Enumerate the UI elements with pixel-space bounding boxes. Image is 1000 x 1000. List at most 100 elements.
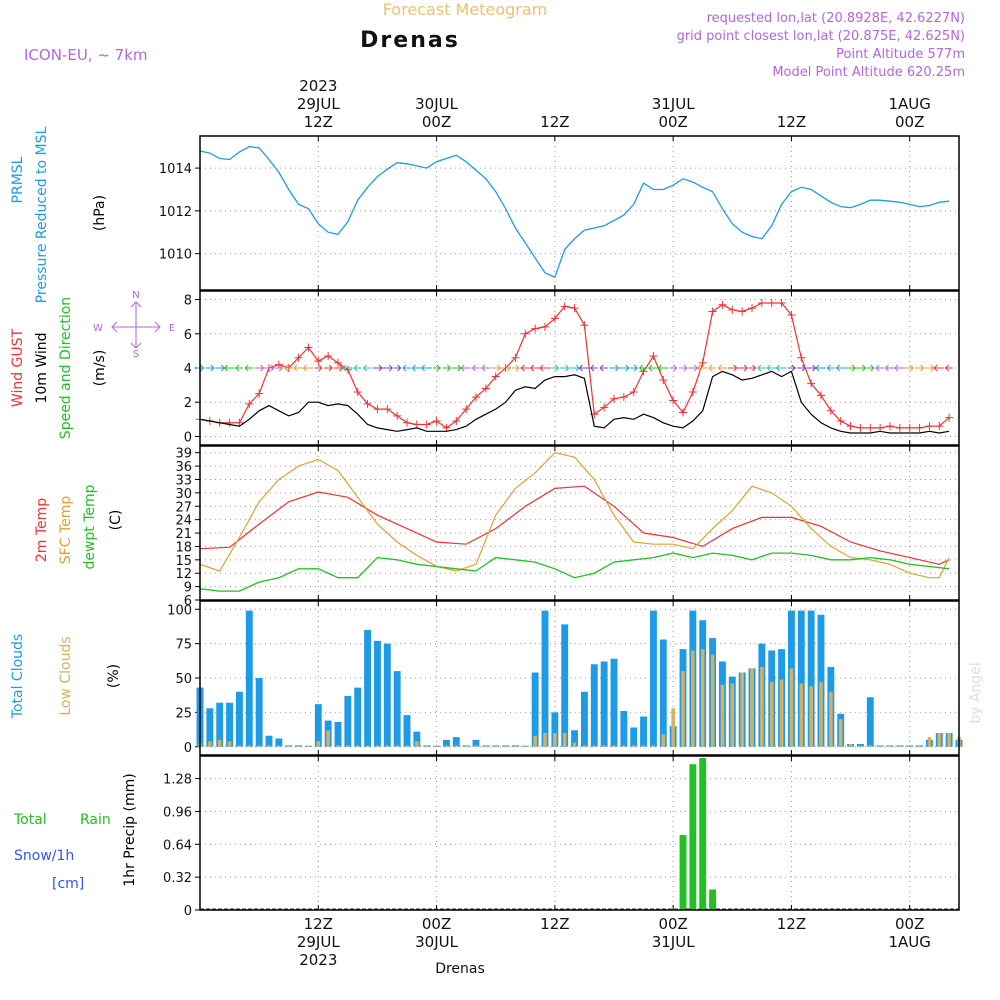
total-cloud-bar [373, 640, 381, 747]
gust-marker [807, 379, 816, 388]
wind-direction-arrow [421, 364, 432, 372]
bottom-axis-date: 31JUL [652, 933, 695, 951]
low-cloud-bar [789, 668, 794, 747]
gust-marker [383, 405, 392, 414]
top-axis-year: 2023 [299, 77, 337, 95]
y-tick-label: 0 [184, 904, 192, 919]
wind-direction-arrow [244, 364, 254, 372]
y-tick-label: 24 [175, 514, 192, 529]
low-cloud-bar [562, 733, 567, 747]
low-cloud-bar [809, 686, 813, 747]
top-axis-hour: 00Z [422, 113, 451, 131]
cloud-label-b: Low Clouds [58, 636, 74, 715]
low-cloud-bar [513, 745, 518, 747]
low-cloud-bar [838, 719, 843, 747]
y-tick-label: 21 [175, 527, 192, 542]
wind-direction-arrow [254, 364, 265, 372]
cloud-label-a: Total Clouds [10, 634, 26, 719]
low-cloud-bar [937, 733, 942, 747]
low-cloud-bar [523, 745, 528, 747]
temp-label-a: 2m Temp [34, 498, 50, 562]
y-tick-label: 0.96 [163, 805, 192, 820]
gust-marker [225, 418, 234, 427]
wind-direction-arrow [766, 364, 777, 372]
low-cloud-bar [898, 745, 902, 747]
y-tick-label: 6 [184, 328, 192, 343]
compass-w-label: W [93, 323, 103, 334]
header-model-alt: Model Point Altitude 620.25m [772, 65, 965, 80]
low-cloud-bar [878, 745, 882, 747]
low-cloud-bar [247, 745, 252, 747]
wind-direction-arrow [944, 364, 953, 372]
total-cloud-bar [590, 664, 598, 747]
wind-direction-arrow [599, 364, 609, 372]
total-cloud-bar [620, 711, 628, 747]
wind-direction-arrow [275, 364, 284, 372]
wind-direction-arrow [471, 364, 480, 372]
total-cloud-bar [561, 624, 569, 747]
compass-e-label: E [169, 323, 175, 334]
wind-direction-arrow [884, 364, 895, 372]
wind-direction-arrow [657, 364, 669, 372]
total-cloud-bar [659, 639, 667, 747]
gust-marker [274, 360, 283, 369]
series-line-2m-temp [199, 485, 950, 565]
total-cloud-bar [403, 715, 411, 747]
low-cloud-bar [484, 745, 488, 747]
low-cloud-bar [760, 667, 764, 747]
gust-marker [718, 300, 727, 309]
wind-labels: Wind GUST 10m Wind Speed and Direction (… [10, 290, 175, 439]
total-cloud-bar [216, 702, 224, 747]
y-tick-label: 1014 [159, 162, 192, 177]
wind-direction-arrow [481, 364, 490, 372]
header-model: ICON-EU, ~ 7km [24, 46, 148, 64]
top-axis-date: 31JUL [652, 95, 695, 113]
total-cloud-bar [797, 610, 805, 747]
wind-direction-arrow [708, 364, 717, 372]
bottom-axis-date: 29JUL [297, 933, 340, 951]
wind-direction-arrow [433, 364, 441, 372]
gust-marker [757, 298, 766, 307]
total-cloud-bar [255, 678, 263, 747]
gust-marker [452, 417, 461, 426]
total-cloud-bar [393, 671, 401, 747]
gust-marker [787, 310, 796, 319]
low-cloud-bar [641, 745, 646, 747]
total-cloud-bar [275, 738, 283, 747]
wind-direction-arrow [570, 364, 580, 372]
gust-marker [462, 405, 471, 414]
wind-direction-arrow [411, 364, 422, 372]
wind-direction-arrow [815, 364, 826, 372]
gust-marker [521, 329, 530, 338]
wind-direction-arrow [402, 364, 411, 372]
low-cloud-bar [493, 745, 498, 747]
pressure-labels: PRMSL Pressure Reduced to MSL (hPa) [10, 126, 108, 303]
total-cloud-bar [314, 704, 322, 747]
low-cloud-bar [602, 745, 606, 747]
total-cloud-bar [364, 629, 372, 747]
series-line-prmsl [199, 146, 950, 279]
gust-marker [580, 321, 589, 330]
gust-marker [235, 418, 244, 427]
cloud-unit: (%) [106, 664, 122, 688]
total-cloud-bar [354, 687, 362, 747]
wind-direction-arrow [618, 364, 630, 372]
total-cloud-bar [206, 708, 214, 747]
total-cloud-bar [541, 610, 549, 747]
y-tick-label: 36 [175, 460, 192, 475]
y-tick-label: 25 [175, 706, 192, 721]
wind-direction-arrow [314, 364, 323, 372]
low-cloud-bar [326, 730, 330, 747]
total-cloud-bar [383, 643, 391, 747]
gust-marker [688, 387, 697, 396]
wind-direction-arrow [264, 364, 275, 372]
gust-marker [560, 302, 569, 311]
bottom-axis-hour: 00Z [658, 915, 687, 933]
low-cloud-bar [799, 683, 804, 747]
top-axis-hour: 12Z [540, 113, 569, 131]
gust-marker [915, 423, 924, 432]
total-cloud-bar [551, 712, 559, 747]
y-tick-label: 9 [184, 581, 192, 596]
